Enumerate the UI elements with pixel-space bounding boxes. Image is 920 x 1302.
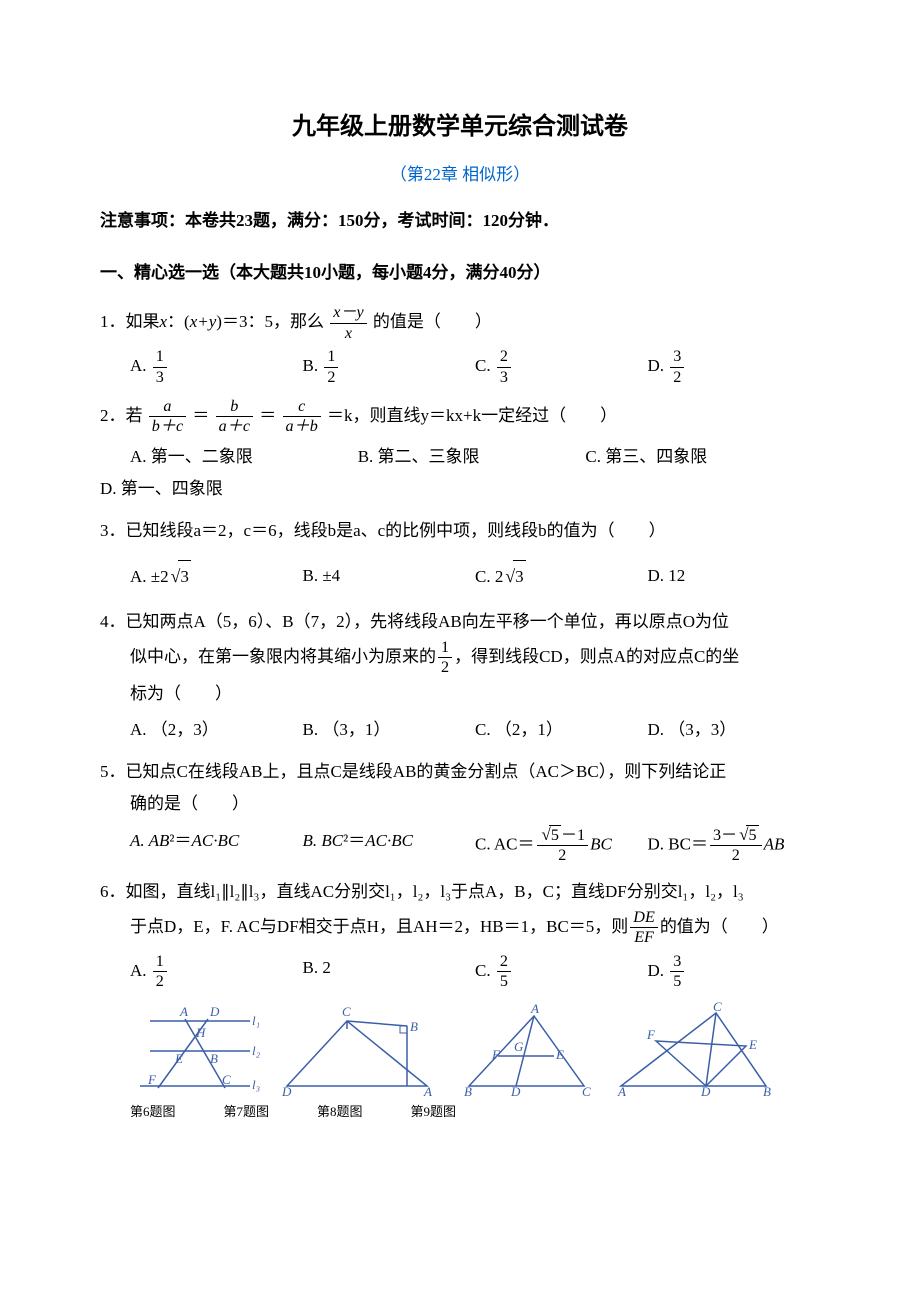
- q2-option-d: D. 第一、四象限: [100, 473, 820, 505]
- svg-text:E: E: [174, 1051, 183, 1066]
- figure-captions: 第6题图 第7题图 第8题图 第9题图: [100, 1100, 820, 1125]
- q2-option-c: C. 第三、四象限: [585, 441, 813, 473]
- svg-text:D: D: [700, 1084, 711, 1096]
- q2-option-a: A. 第一、二象限: [130, 441, 358, 473]
- caption-q8: 第8题图: [317, 1100, 363, 1125]
- svg-text:D: D: [510, 1084, 521, 1096]
- section-1-header: 一、精心选一选（本大题共10小题，每小题4分，满分40分）: [100, 257, 820, 289]
- q6-option-a: A. 12: [130, 952, 303, 992]
- q3-option-b: B. ±4: [303, 560, 476, 594]
- svg-text:C: C: [222, 1072, 231, 1087]
- svg-text:E: E: [748, 1037, 757, 1052]
- q5-option-b: B. BC²＝AC·BC: [303, 825, 476, 866]
- q1-stem: 1．如果x：(x+y)＝3：5，那么 x－yx 的值是（ ）: [100, 303, 820, 343]
- main-title: 九年级上册数学单元综合测试卷: [100, 105, 820, 151]
- q1-option-b: B. 12: [303, 347, 476, 387]
- q4-option-b: B. （3，1）: [303, 714, 476, 746]
- svg-text:B: B: [210, 1051, 218, 1066]
- caption-q7: 第7题图: [224, 1100, 270, 1125]
- question-4: 4．已知两点A（5，6）、B（7，2），先将线段AB向左平移一个单位，再以原点O…: [100, 606, 820, 747]
- svg-text:B: B: [464, 1084, 472, 1096]
- svg-text:E: E: [555, 1047, 564, 1062]
- q1-option-d: D. 32: [648, 347, 821, 387]
- svg-text:C: C: [582, 1084, 591, 1096]
- svg-text:l₂: l₂: [252, 1043, 260, 1058]
- svg-text:C: C: [342, 1004, 351, 1019]
- svg-text:B: B: [410, 1019, 418, 1034]
- caption-q9: 第9题图: [411, 1100, 457, 1125]
- figure-q7: D A C B: [272, 1001, 442, 1096]
- svg-text:D: D: [281, 1084, 292, 1096]
- q3-option-a: A. ±23: [130, 560, 303, 594]
- q3-option-c: C. 23: [475, 560, 648, 594]
- svg-text:C: C: [713, 1001, 722, 1014]
- q4-option-a: A. （2，3）: [130, 714, 303, 746]
- svg-text:F: F: [646, 1027, 656, 1042]
- q2-option-b: B. 第二、三象限: [358, 441, 586, 473]
- svg-text:H: H: [195, 1025, 206, 1040]
- svg-text:l₁: l₁: [252, 1013, 260, 1028]
- q4-line3: 标为（ ）: [130, 678, 820, 710]
- q5-line2: 确的是（ ）: [100, 788, 820, 820]
- q5-option-a: A. AB²＝AC·BC: [130, 825, 303, 866]
- question-1: 1．如果x：(x+y)＝3：5，那么 x－yx 的值是（ ） A. 13 B. …: [100, 303, 820, 387]
- q6-option-c: C. 25: [475, 952, 648, 992]
- q5-option-c: C. AC＝5－12BC: [475, 825, 648, 866]
- q6-option-d: D. 35: [648, 952, 821, 992]
- q2-stem: 2．若 ab＋c ＝ ba＋c ＝ ca＋b ＝k，则直线y＝kx+k一定经过（…: [100, 397, 820, 437]
- caption-q6: 第6题图: [130, 1100, 176, 1125]
- svg-text:G: G: [514, 1039, 524, 1054]
- q4-option-d: D. （3，3）: [648, 714, 821, 746]
- question-3: 3．已知线段a＝2，c＝6，线段b是a、c的比例中项，则线段b的值为（ ） A.…: [100, 515, 820, 593]
- q1-option-a: A. 13: [130, 347, 303, 387]
- figure-q9: C A B D F E: [611, 1001, 776, 1096]
- q5-option-d: D. BC＝3－52AB: [648, 825, 821, 866]
- q5-line1: 5．已知点C在线段AB上，且点C是线段AB的黄金分割点（AC＞BC），则下列结论…: [100, 756, 820, 788]
- svg-text:A: A: [179, 1004, 188, 1019]
- figure-q8: A B C D G F E: [454, 1001, 599, 1096]
- svg-text:F: F: [147, 1072, 157, 1087]
- chapter-subtitle: （第22章 相似形）: [100, 159, 820, 191]
- exam-note: 注意事项：本卷共23题，满分：150分，考试时间：120分钟．: [100, 205, 820, 237]
- figure-q6: A D H E B F C l₁ l₂ l₃: [130, 1001, 260, 1096]
- q4-line2: 似中心，在第一象限内将其缩小为原来的12，得到线段CD，则点A的对应点C的坐: [130, 647, 739, 666]
- svg-text:A: A: [617, 1084, 626, 1096]
- q3-option-d: D. 12: [648, 560, 821, 594]
- svg-text:B: B: [763, 1084, 771, 1096]
- q6-option-b: B. 2: [303, 952, 476, 992]
- svg-text:F: F: [491, 1047, 501, 1062]
- q6-line2: 于点D，E，F. AC与DF相交于点H，且AH＝2，HB＝1，BC＝5，则DEE…: [130, 917, 779, 936]
- q3-stem: 3．已知线段a＝2，c＝6，线段b是a、c的比例中项，则线段b的值为（ ）: [100, 515, 820, 547]
- question-6: 6．如图，直线l₁∥l₂∥l₃，直线AC分别交l₁，l₂，l₃于点A，B，C；直…: [100, 876, 820, 992]
- question-2: 2．若 ab＋c ＝ ba＋c ＝ ca＋b ＝k，则直线y＝kx+k一定经过（…: [100, 397, 820, 505]
- question-5: 5．已知点C在线段AB上，且点C是线段AB的黄金分割点（AC＞BC），则下列结论…: [100, 756, 820, 865]
- q1-option-c: C. 23: [475, 347, 648, 387]
- svg-text:A: A: [423, 1084, 432, 1096]
- svg-text:D: D: [209, 1004, 220, 1019]
- figures-row: A D H E B F C l₁ l₂ l₃ D: [100, 1001, 820, 1096]
- q4-line1: 4．已知两点A（5，6）、B（7，2），先将线段AB向左平移一个单位，再以原点O…: [100, 606, 820, 638]
- q4-option-c: C. （2，1）: [475, 714, 648, 746]
- svg-text:A: A: [530, 1001, 539, 1016]
- q6-line1: 6．如图，直线l₁∥l₂∥l₃，直线AC分别交l₁，l₂，l₃于点A，B，C；直…: [100, 876, 820, 908]
- svg-text:l₃: l₃: [252, 1077, 260, 1092]
